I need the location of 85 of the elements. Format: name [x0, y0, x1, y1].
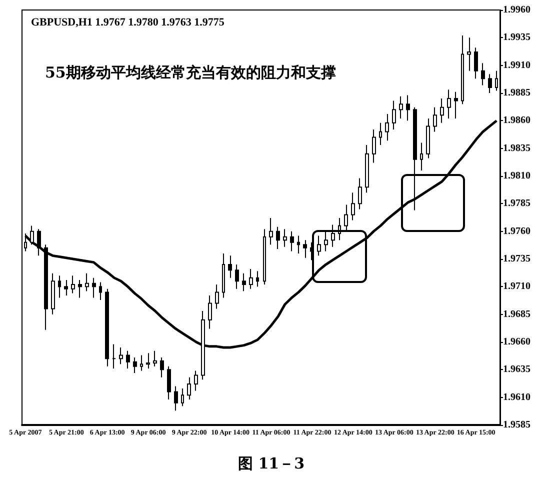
candlestick — [242, 272, 246, 292]
candlestick — [290, 230, 294, 252]
candlestick — [64, 280, 68, 296]
y-tick-label: 1.9935 — [503, 32, 530, 44]
candlestick — [44, 244, 48, 330]
candlestick — [385, 114, 389, 142]
candlestick — [187, 376, 191, 400]
candlestick — [126, 350, 130, 370]
candlestick — [256, 270, 259, 288]
candlestick — [153, 350, 157, 367]
candlestick — [71, 275, 75, 294]
candlestick — [433, 106, 437, 132]
candlestick — [160, 356, 164, 378]
candlestick — [92, 277, 96, 298]
candlestick — [99, 282, 102, 300]
candlestick — [58, 275, 61, 298]
candlestick — [488, 74, 492, 94]
candlestick — [133, 356, 137, 374]
y-tick-label: 1.9960 — [503, 4, 530, 16]
candlestick — [146, 352, 150, 370]
candlestick — [37, 228, 41, 256]
candlestick — [215, 284, 219, 310]
y-tick-label: 1.9685 — [503, 308, 530, 320]
candlestick — [310, 242, 314, 261]
caption: 图 11－3 — [238, 454, 305, 472]
candlestick — [358, 178, 362, 210]
candlestick — [454, 91, 458, 119]
candlestick — [30, 225, 34, 246]
candlestick — [317, 235, 321, 256]
y-tick-label: 1.9635 — [503, 364, 530, 376]
candlestick — [406, 94, 410, 122]
candlestick — [392, 100, 396, 130]
candlestick — [235, 264, 239, 290]
candlestick — [85, 272, 89, 292]
candlestick — [276, 226, 280, 250]
candlestick — [228, 255, 232, 278]
candlestick — [461, 34, 464, 105]
y-tick-label: 1.9585 — [503, 420, 530, 430]
text: GBPUSD,H1 1.9767 1.9780 1.9763 1.9775 — [31, 16, 225, 28]
candlestick — [194, 370, 198, 392]
y-tick-label: 1.9735 — [503, 254, 530, 264]
candlestick — [249, 268, 253, 290]
candlestick — [481, 62, 485, 86]
candlestick — [51, 272, 55, 315]
y-tick-label: 1.9810 — [503, 170, 530, 182]
candlestick — [283, 228, 287, 248]
candlestick — [105, 288, 109, 367]
y-tick-label: 1.9760 — [503, 226, 530, 237]
candlestick — [303, 240, 307, 258]
y-tick-label: 1.9610 — [503, 392, 530, 403]
candlestick — [365, 144, 369, 194]
y-tick-label: 1.9910 — [503, 60, 530, 71]
candlestick — [420, 142, 423, 171]
candlestick — [112, 344, 116, 370]
candlestick — [474, 47, 478, 80]
candlestick — [140, 354, 143, 372]
candlestick — [495, 70, 498, 92]
candlestick — [119, 347, 123, 365]
candlestick — [447, 89, 451, 119]
y-tick-label: 1.9710 — [503, 281, 530, 292]
candlestick — [174, 386, 178, 412]
candlestick — [181, 388, 184, 407]
candlestick — [331, 224, 335, 248]
candlestick — [372, 129, 376, 164]
candlestick — [351, 192, 355, 221]
candlestick — [399, 96, 403, 119]
candlestick — [297, 235, 300, 254]
annotation: 55期移动平均线经常充当有效的阻力和支撑 — [45, 64, 336, 82]
candlestick — [167, 366, 171, 400]
candlestick — [78, 280, 82, 298]
candlestick — [208, 295, 212, 330]
candlestick — [440, 98, 444, 124]
candlestick — [467, 37, 471, 72]
candlestick — [426, 118, 430, 159]
candlestick — [379, 122, 382, 146]
candlestick — [269, 218, 273, 246]
y-tick-label: 1.9835 — [503, 142, 530, 154]
y-tick-label: 1.9885 — [503, 88, 530, 98]
candlestick — [222, 252, 225, 298]
y-tick-label: 1.9660 — [503, 336, 530, 348]
y-tick-label: 1.9785 — [503, 198, 530, 210]
candlestick — [263, 228, 266, 285]
candlestick — [324, 230, 328, 252]
y-tick-label: 1.9860 — [503, 115, 530, 126]
candlestick — [344, 204, 348, 232]
